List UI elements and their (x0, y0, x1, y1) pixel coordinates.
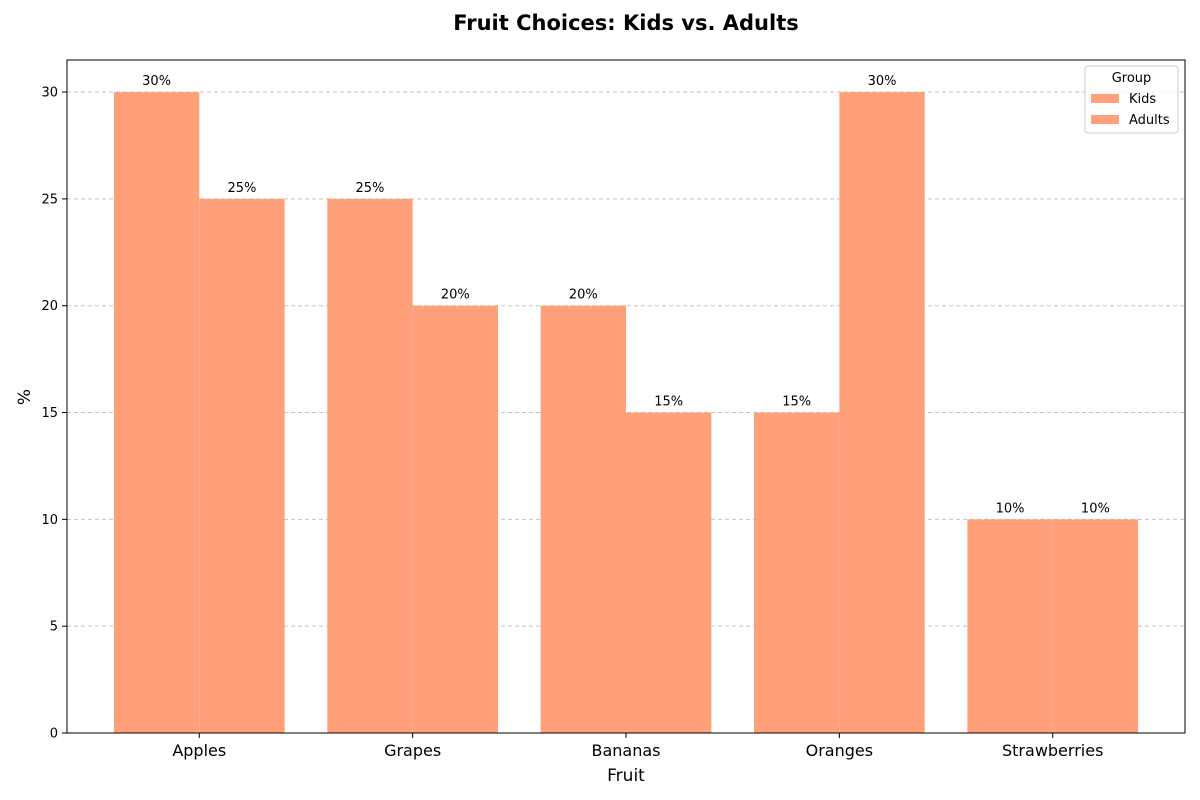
y-tick-label: 10 (41, 513, 58, 528)
y-axis-label: % (15, 389, 35, 405)
bar-adults-oranges (839, 92, 925, 734)
y-tick-label: 20 (41, 299, 58, 314)
data-label: 30% (868, 74, 897, 89)
data-label: 15% (654, 395, 683, 410)
x-tick-label: Strawberries (1002, 741, 1103, 760)
data-label: 20% (569, 288, 598, 303)
data-label: 30% (142, 74, 171, 89)
bars (113, 92, 1139, 734)
x-tick-label: Apples (172, 741, 226, 760)
data-label: 25% (356, 181, 385, 196)
legend-title: Group (1112, 71, 1152, 86)
y-tick-label: 30 (41, 86, 58, 101)
bar-kids-apples (113, 92, 200, 734)
legend-label-kids: Kids (1129, 92, 1156, 107)
x-axis-label: Fruit (607, 766, 645, 786)
bar-adults-bananas (626, 412, 712, 733)
data-label: 10% (1081, 501, 1110, 516)
x-tick-label: Bananas (591, 741, 660, 760)
bar-kids-strawberries (967, 519, 1053, 733)
bar-adults-apples (199, 198, 285, 733)
y-tick-label: 15 (41, 406, 58, 421)
legend-label-adults: Adults (1129, 113, 1170, 128)
x-axis-ticks: Apples Grapes Bananas Oranges Strawberries (172, 733, 1103, 760)
data-label: 25% (228, 181, 257, 196)
legend-swatch-kids (1091, 94, 1119, 103)
y-tick-label: 0 (50, 727, 58, 742)
x-tick-label: Grapes (384, 741, 441, 760)
y-tick-label: 5 (50, 620, 58, 635)
bar-adults-strawberries (1052, 519, 1139, 733)
bar-kids-grapes (327, 198, 413, 733)
bar-kids-oranges (754, 412, 840, 733)
data-label: 10% (996, 501, 1025, 516)
data-labels: 30% 25% 20% 15% 10% 25% 20% 15% 30% 10% (142, 74, 1110, 516)
chart-title: Fruit Choices: Kids vs. Adults (453, 11, 799, 35)
y-tick-label: 25 (41, 192, 58, 207)
x-tick-label: Oranges (806, 741, 873, 760)
y-axis-ticks: 0 5 10 15 20 25 30 (41, 86, 67, 742)
data-label: 15% (782, 395, 811, 410)
legend-swatch-adults (1091, 115, 1119, 124)
legend: Group Kids Adults (1084, 65, 1179, 134)
bar-adults-grapes (412, 305, 498, 733)
data-label: 20% (441, 288, 470, 303)
bar-kids-bananas (540, 305, 626, 733)
